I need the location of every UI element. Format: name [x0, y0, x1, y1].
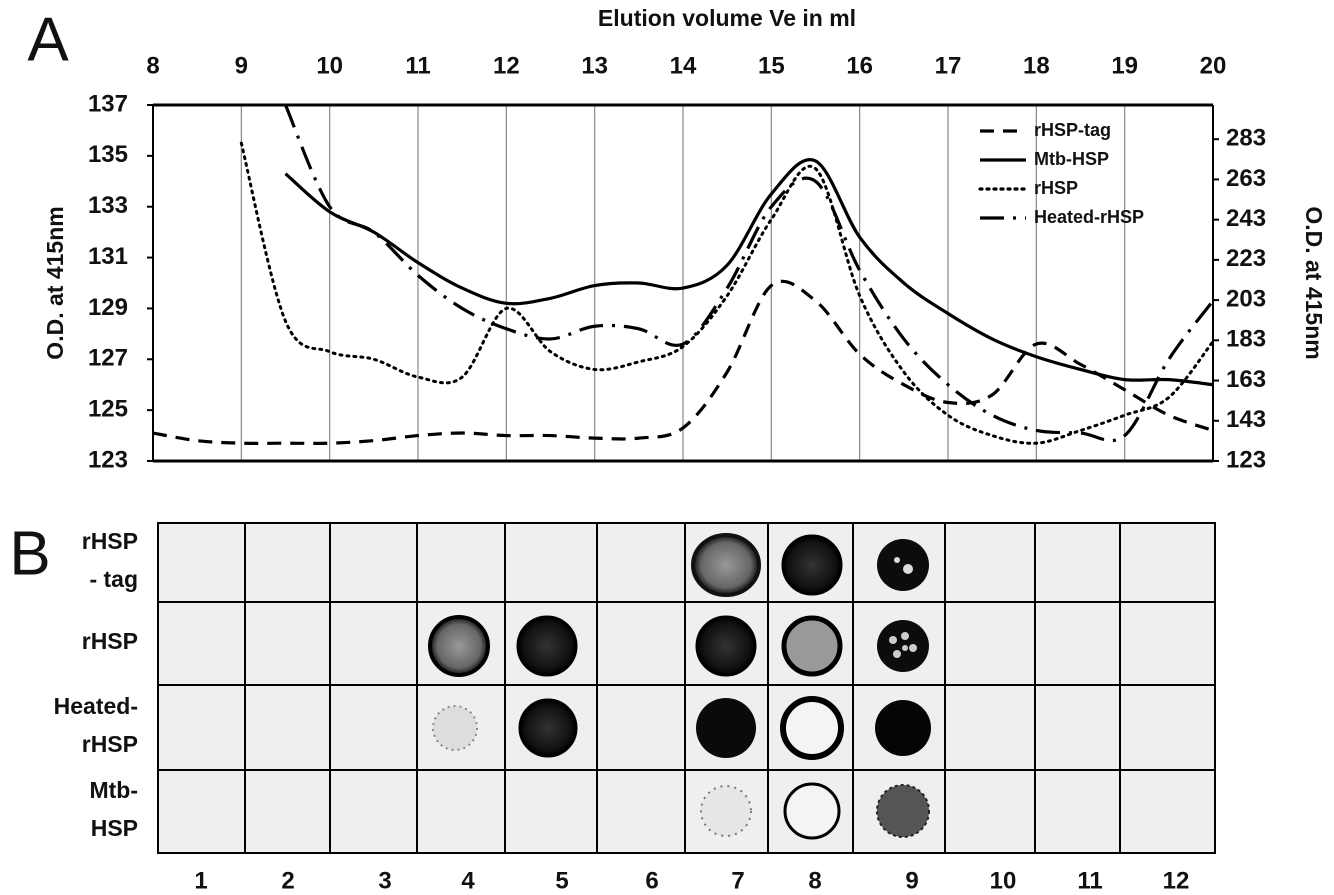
x-tick-label: 17 — [935, 52, 962, 79]
legend-label: Mtb-HSP — [1034, 149, 1109, 169]
y2-tick-label: 283 — [1226, 125, 1266, 152]
y2-tick-label: 243 — [1226, 205, 1266, 232]
blot-row-label: - tag — [89, 566, 138, 592]
blot-membrane — [157, 522, 1216, 854]
series-layer — [153, 105, 1213, 445]
blot-column-label: 7 — [731, 867, 744, 894]
blot-row-label: rHSP — [82, 528, 138, 554]
blot-column-label: 11 — [1077, 867, 1102, 894]
y-tick-label: 125 — [88, 395, 128, 422]
x-axis-title: Elution volume Ve in ml — [598, 5, 856, 31]
x-tick-label: 14 — [670, 52, 697, 79]
legend-label: rHSP-tag — [1034, 120, 1111, 140]
y-axis-title: O.D. at 415nm — [42, 206, 68, 359]
y-tick-label: 137 — [88, 90, 128, 117]
blot-column-label: 12 — [1163, 867, 1190, 894]
x-tick-label: 18 — [1023, 52, 1050, 79]
legend-label: Heated-rHSP — [1034, 207, 1144, 227]
blot-column-label: 9 — [905, 867, 918, 894]
y2-tick-label: 143 — [1226, 406, 1266, 433]
panel-label: A — [27, 5, 69, 74]
y-tick-label: 127 — [88, 345, 128, 372]
x-tick-label: 12 — [493, 52, 520, 79]
blot-column-label: 4 — [461, 867, 475, 894]
x-tick-label: 11 — [405, 52, 430, 79]
line-series — [153, 279, 1213, 445]
blot-spots — [428, 533, 931, 840]
y-tick-label: 135 — [88, 141, 128, 168]
blot-column-label: 6 — [645, 867, 658, 894]
y-tick-label: 129 — [88, 294, 128, 321]
x-tick-label: 10 — [316, 52, 343, 79]
y-tick-label: 123 — [88, 446, 128, 473]
x-tick-label: 15 — [758, 52, 785, 79]
y2-tick-label: 203 — [1226, 285, 1266, 312]
blot-column-label: 1 — [194, 867, 207, 894]
x-tick-label: 16 — [846, 52, 873, 79]
x-tick-label: 19 — [1111, 52, 1138, 79]
line-series — [284, 158, 1213, 387]
x-tick-label: 13 — [581, 52, 608, 79]
y2-axis-title: O.D. at 415nm — [1301, 206, 1327, 359]
y-tick-label: 131 — [88, 243, 128, 270]
x-tick-label: 8 — [146, 52, 159, 79]
blot-row-label: rHSP — [82, 731, 138, 757]
blot-column-label: 3 — [378, 867, 391, 894]
blot-row-label: Mtb- — [89, 777, 138, 803]
blot-grid — [158, 523, 1215, 853]
blot-column-label: 10 — [990, 867, 1017, 894]
panel-label: B — [9, 519, 50, 588]
legend-label: rHSP — [1034, 178, 1078, 198]
y2-tick-label: 263 — [1226, 165, 1266, 192]
plot-area: 8 9 10 11 12 13 14 15 16 17 18 19 20 123 125 127 129 131 1… — [88, 52, 1266, 473]
x-tick-label: 20 — [1200, 52, 1227, 79]
blot-column-label: 5 — [555, 867, 568, 894]
blot-row-label: rHSP — [82, 628, 138, 654]
y2-tick-label: 183 — [1226, 326, 1266, 353]
y2-tick-label: 163 — [1226, 366, 1266, 393]
blot-row-label: HSP — [91, 815, 138, 841]
blot-column-label: 8 — [808, 867, 821, 894]
line-series — [239, 141, 1213, 445]
blot-row-label: Heated- — [54, 693, 138, 719]
y2-tick-label: 123 — [1226, 446, 1266, 473]
y-tick-label: 133 — [88, 192, 128, 219]
blot-column-label: 2 — [281, 867, 294, 894]
y2-tick-label: 223 — [1226, 245, 1266, 272]
x-tick-label: 9 — [235, 52, 248, 79]
